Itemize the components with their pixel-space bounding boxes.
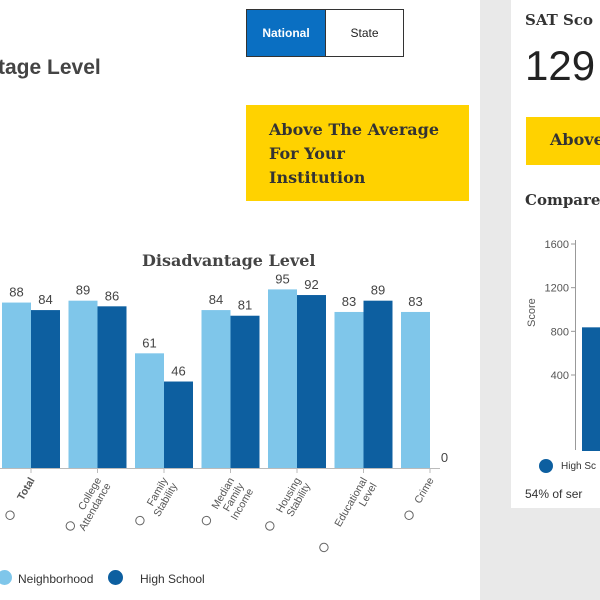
bar-neighborhood <box>401 311 430 468</box>
bar-high-school <box>363 300 393 468</box>
category-label: Total <box>15 475 38 502</box>
score-comparison-chart: 1600 1200 800 400 Score <box>526 239 600 451</box>
bar-neighborhood <box>68 300 98 468</box>
bar-neighborhood <box>334 311 364 468</box>
bar-neighborhood <box>135 353 164 468</box>
callout-line-3: Institution <box>269 168 366 187</box>
sat-score-label: SAT Sco <box>525 11 594 29</box>
info-icon <box>404 510 414 520</box>
score-bar <box>582 327 600 451</box>
info-icon <box>319 542 329 553</box>
compare-label: Compare <box>525 191 600 209</box>
percent-summary-text: 54% of ser <box>525 487 583 501</box>
info-icon <box>265 521 275 531</box>
category-label-group: Crime <box>404 475 437 520</box>
callout-line-2: For Your <box>269 144 345 163</box>
disadvantage-panel: National State tage Level Above The Aver… <box>0 0 480 600</box>
bar-value-label: 83 <box>408 294 422 309</box>
category-label: Crime <box>412 475 436 505</box>
category-label-group: Total <box>5 475 38 520</box>
bar-value-label: 46 <box>171 364 185 379</box>
score-y-tick-label: 400 <box>551 370 569 382</box>
panel-title: tage Level <box>0 56 101 79</box>
info-icon <box>135 515 145 526</box>
national-toggle-button[interactable]: National <box>246 9 326 57</box>
bar-value-label: 81 <box>238 298 252 313</box>
bar-value-label: 86 <box>105 288 119 303</box>
bar-value-label: 0 <box>441 450 448 465</box>
bar-high-school <box>97 306 127 468</box>
chart-title: Disadvantage Level <box>142 251 316 270</box>
info-icon <box>201 515 212 526</box>
bar-high-school <box>230 315 260 468</box>
bar-value-label: 92 <box>304 277 318 292</box>
bar-value-label: 83 <box>342 294 356 309</box>
info-icon <box>65 521 76 531</box>
bar-neighborhood <box>2 302 31 468</box>
bar-value-label: 89 <box>371 283 385 298</box>
bar-high-school <box>31 310 60 468</box>
above-average-callout: Above The Average For Your Institution <box>246 105 469 201</box>
bar-high-school <box>297 295 326 468</box>
bar-value-label: 84 <box>38 292 52 307</box>
bar-value-label: 89 <box>76 283 90 298</box>
state-toggle-button[interactable]: State <box>326 9 404 57</box>
high-school-legend-swatch-right <box>539 459 553 473</box>
sat-score-panel: SAT Sco 129 Above Compare 1600 1200 800 400… <box>511 0 600 508</box>
bar-value-label: 61 <box>142 335 156 350</box>
score-y-tick-label: 1200 <box>545 283 569 295</box>
info-icon <box>5 510 15 520</box>
bar-value-label: 95 <box>275 271 289 286</box>
high-school-legend-label: High School <box>140 572 205 586</box>
bar-value-label: 84 <box>209 292 223 307</box>
sat-score-value: 129 <box>525 42 596 89</box>
bar-high-school <box>164 381 193 468</box>
score-axis-label: Score <box>526 298 538 327</box>
score-y-tick-label: 1600 <box>545 239 569 251</box>
bar-value-label: 88 <box>9 285 23 300</box>
neighborhood-legend-label: Neighborhood <box>18 572 94 586</box>
high-school-legend-swatch <box>108 570 123 585</box>
score-y-tick-label: 800 <box>551 326 569 338</box>
sat-above-callout: Above <box>526 117 600 165</box>
neighborhood-legend-swatch <box>0 570 12 585</box>
bar-neighborhood <box>268 289 297 468</box>
bar-neighborhood <box>201 310 231 468</box>
high-school-legend-label-right: High Sc <box>561 461 597 472</box>
callout-line-1: Above The Average <box>269 120 440 139</box>
